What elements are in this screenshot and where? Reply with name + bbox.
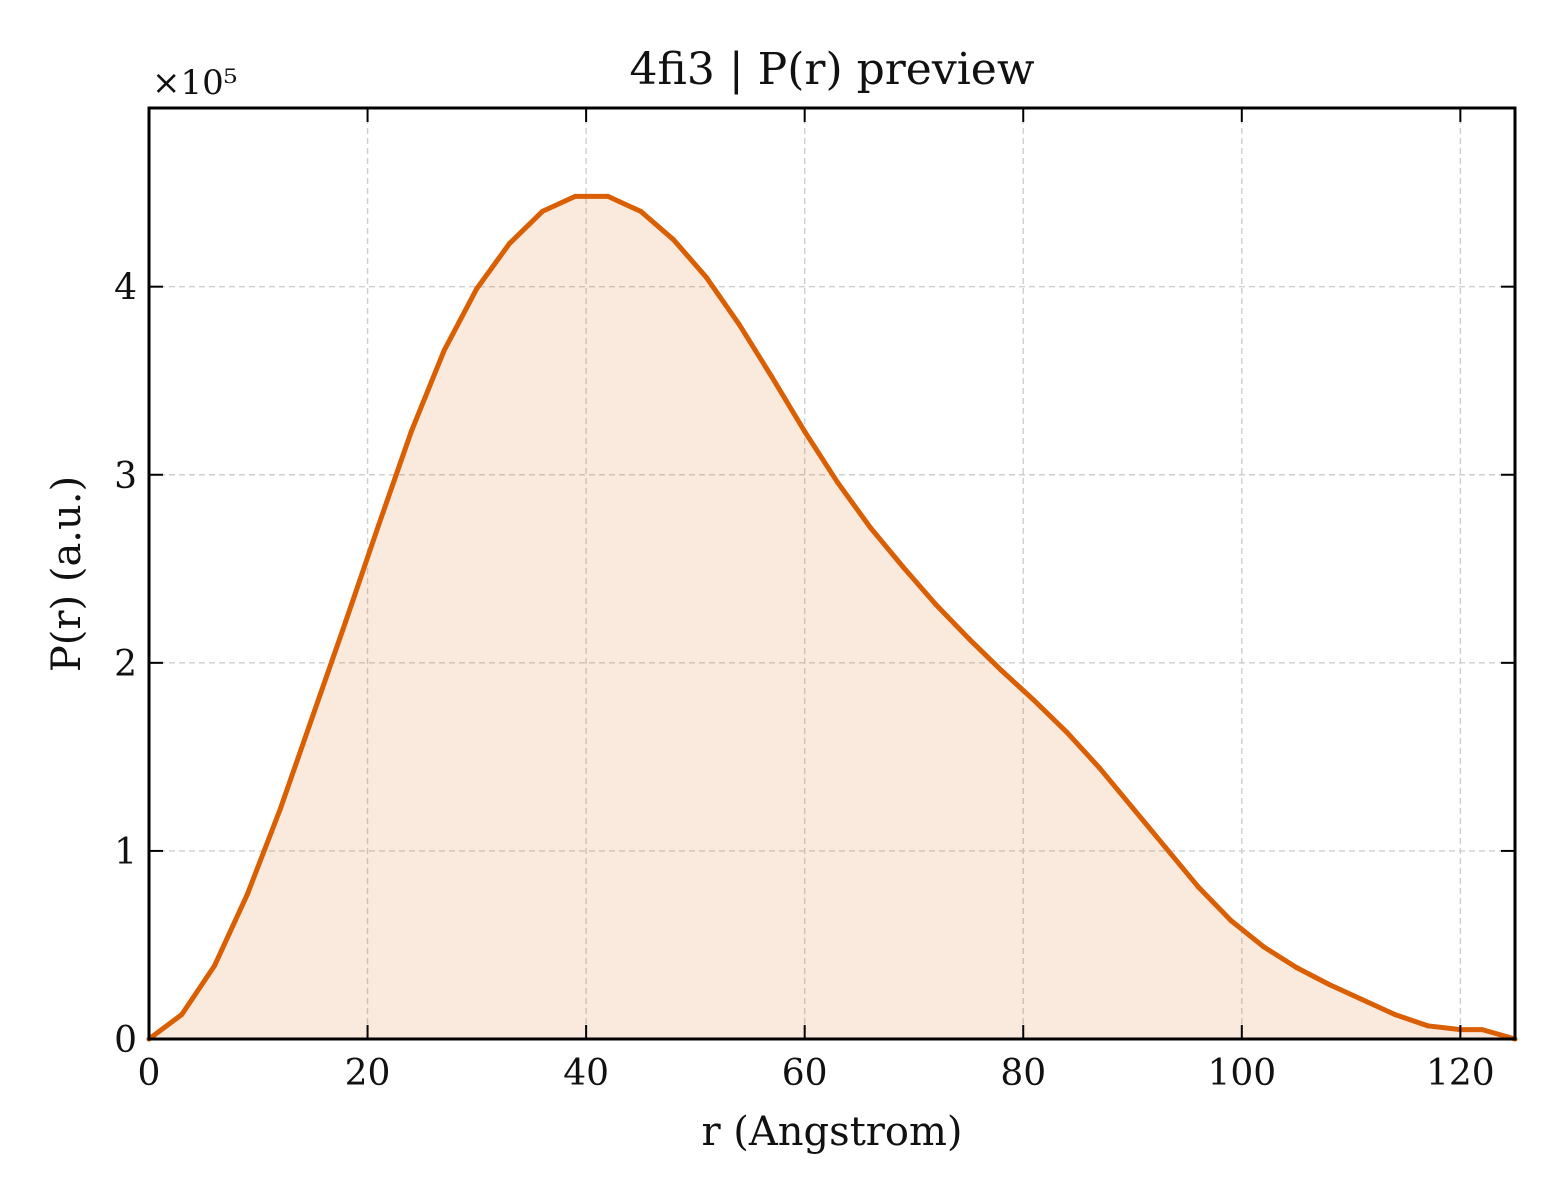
data-point <box>277 807 283 812</box>
data-point <box>1162 844 1168 850</box>
data-point <box>867 524 873 530</box>
data-point <box>310 713 316 718</box>
data-point <box>933 602 939 607</box>
data-point <box>474 286 480 292</box>
data-point <box>1130 805 1135 811</box>
data-point <box>671 237 676 243</box>
data-point <box>441 348 447 354</box>
data-point <box>900 564 906 570</box>
plot-frame <box>147 106 1517 1041</box>
data-point <box>638 208 644 214</box>
data-point <box>1261 944 1267 950</box>
data-point <box>835 479 840 485</box>
x-tick-label: 40 <box>563 1053 609 1094</box>
x-tick-label: 60 <box>782 1053 828 1094</box>
x-tick-label: 0 <box>138 1053 161 1094</box>
data-point <box>1425 1023 1431 1029</box>
x-tick-label: 20 <box>345 1053 391 1094</box>
data-point <box>212 963 218 969</box>
data-point <box>605 193 611 199</box>
data-point <box>1359 997 1365 1002</box>
data-point <box>179 1012 185 1017</box>
y-tick-label: 4 <box>114 268 137 309</box>
data-point <box>1392 1012 1398 1017</box>
data-point <box>408 429 414 434</box>
data-point <box>1064 729 1070 735</box>
data-point <box>376 523 381 528</box>
y-tick-label: 2 <box>114 644 137 685</box>
data-point <box>1097 765 1103 771</box>
y-scale-multiplier: ×10⁵ <box>152 63 237 103</box>
data-point <box>343 619 349 624</box>
data-point <box>802 429 808 434</box>
y-axis-label: P(r) (a.u.) <box>44 476 90 672</box>
x-tick-label: 120 <box>1426 1053 1495 1094</box>
tick-group: 0 20 40 60 80 100 120 0 1 2 3 4 <box>114 108 1515 1094</box>
data-point <box>998 667 1004 673</box>
data-point <box>507 240 513 246</box>
data-point <box>769 374 775 380</box>
x-tick-label: 80 <box>1000 1053 1046 1094</box>
data-point <box>736 321 742 327</box>
data-point <box>1479 1027 1485 1033</box>
data-point <box>1293 965 1299 970</box>
series-fill <box>149 196 1515 1039</box>
y-tick-label: 1 <box>114 832 137 873</box>
data-point <box>572 193 578 199</box>
chart-title: 4fi3 | P(r) preview <box>630 44 1035 95</box>
data-point <box>1326 982 1332 987</box>
x-tick-label: 100 <box>1207 1053 1276 1094</box>
x-axis-label: r (Angstrom) <box>701 1109 962 1155</box>
data-point <box>539 208 545 214</box>
data-point <box>244 891 250 897</box>
data-point <box>703 274 709 280</box>
data-point <box>1228 918 1234 923</box>
data-point <box>966 635 972 641</box>
y-tick-label: 0 <box>114 1020 137 1061</box>
y-tick-label: 3 <box>114 456 137 497</box>
data-point <box>1031 698 1037 703</box>
data-point <box>1195 884 1201 890</box>
